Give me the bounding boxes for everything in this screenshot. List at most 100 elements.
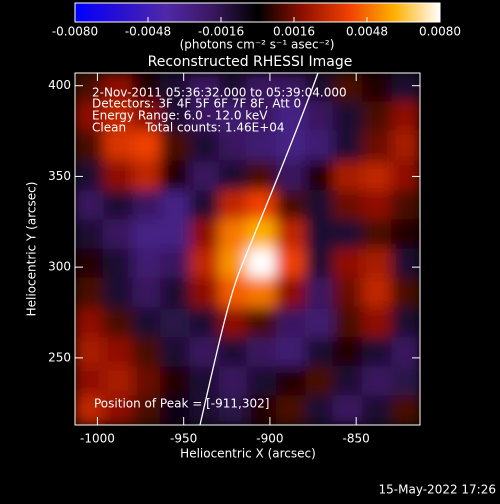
heatmap-cell [275, 161, 306, 192]
heatmap-cell [132, 161, 163, 192]
heatmap-cell [305, 277, 335, 308]
heatmap-cell [332, 337, 363, 368]
colorbar-frame [74, 2, 441, 23]
heatmap-cell [103, 219, 133, 250]
x-tick-label: -1000 [80, 432, 115, 446]
heatmap-cell [332, 277, 363, 308]
colorbar-tick-label: -0.0080 [52, 25, 98, 39]
heatmap-cell [391, 73, 420, 103]
heatmap-cell [103, 73, 133, 103]
heatmap-cell [362, 161, 392, 192]
heatmap-cell [75, 308, 104, 339]
annotation: Energy Range: 6.0 - 12.0 keV [92, 109, 268, 123]
heatmap-cell [391, 366, 420, 397]
heatmap-cell [132, 73, 163, 103]
colorbar-label: (photons cm⁻² s⁻¹ asec⁻²) [180, 38, 335, 52]
heatmap-cell [305, 161, 335, 192]
heatmap-cell [275, 395, 306, 425]
y-axis-label: Heliocentric Y (arcsec) [25, 182, 39, 317]
heatmap-cell [75, 101, 104, 132]
plot-frame [74, 72, 421, 426]
heatmap-cell [275, 277, 306, 308]
heatmap-cell [275, 101, 306, 132]
heatmap-cell [75, 130, 104, 161]
heatmap-cell [275, 190, 306, 221]
heatmap-cell [391, 308, 420, 339]
heatmap-cell [362, 337, 392, 368]
heatmap-cell [160, 219, 190, 250]
heatmap-cell [189, 73, 220, 103]
colorbar-tick-label: -0.0016 [198, 25, 244, 39]
heatmap-cell [218, 101, 249, 132]
y-tick-label: 350 [48, 169, 71, 183]
heatmap-cell [332, 101, 363, 132]
heatmap-cell [362, 101, 392, 132]
heatmap-cell [75, 366, 104, 397]
heatmap-cell [103, 190, 133, 221]
heatmap-cell [218, 277, 249, 308]
heatmap-cell [218, 190, 249, 221]
heatmap-cell [75, 395, 104, 425]
heatmap-cell [246, 219, 277, 250]
heatmap-cell [189, 248, 220, 279]
heatmap-cell [391, 395, 420, 425]
heatmap-cell [362, 366, 392, 397]
colorbar-tick-label: 0.0048 [346, 25, 388, 39]
heatmap-cell [391, 219, 420, 250]
heatmap-cell [75, 248, 104, 279]
chart-title: Reconstructed RHESSI Image [148, 54, 353, 70]
heatmap-cell [75, 277, 104, 308]
heatmap-cell [160, 161, 190, 192]
heatmap-cell [132, 395, 163, 425]
heatmap-cell [246, 130, 277, 161]
y-tick-label: 400 [48, 78, 71, 92]
heatmap-cell [103, 101, 133, 132]
heatmap-cell [132, 190, 163, 221]
annotation: 2-Nov-2011 05:36:32.000 to 05:39:04.000 [92, 86, 347, 100]
x-tick-label: -900 [256, 432, 283, 446]
heatmap-cell [305, 101, 335, 132]
heatmap-cell [246, 73, 277, 103]
heatmap-cell [275, 366, 306, 397]
heatmap-cell [275, 248, 306, 279]
heatmap-cell [362, 190, 392, 221]
heatmap-cell [189, 130, 220, 161]
heatmap-cell [160, 308, 190, 339]
heatmap-cell [391, 277, 420, 308]
heatmap-cell [246, 395, 277, 425]
heatmap-cell [103, 366, 133, 397]
heatmap-cell [189, 161, 220, 192]
heatmap-cell [160, 190, 190, 221]
heatmap-cell [332, 73, 363, 103]
heatmap-cell [132, 277, 163, 308]
heatmap-cell [132, 337, 163, 368]
heatmap-cell [75, 73, 104, 103]
heatmap-cell [246, 308, 277, 339]
heatmap-cell [218, 248, 249, 279]
heatmap-cell [275, 308, 306, 339]
heatmap-cell [160, 73, 190, 103]
heatmap-cell [132, 130, 163, 161]
heatmap-cell [332, 130, 363, 161]
heatmap-cell [362, 130, 392, 161]
x-tick-label: -950 [170, 432, 197, 446]
heatmap-cell [332, 308, 363, 339]
heatmap-cell [75, 190, 104, 221]
heatmap-cell [305, 73, 335, 103]
heatmap-cell [189, 190, 220, 221]
heatmap-cell [218, 366, 249, 397]
heatmap-cell [391, 101, 420, 132]
heatmap-cell [391, 337, 420, 368]
heatmap-cell [246, 190, 277, 221]
heatmap-cell [362, 395, 392, 425]
heatmap-cell [132, 101, 163, 132]
heatmap-cell [246, 248, 277, 279]
heatmap [75, 73, 420, 425]
heatmap-cell [332, 248, 363, 279]
x-tick-label: -850 [343, 432, 370, 446]
heatmap-cell [305, 395, 335, 425]
heatmap-cell [246, 366, 277, 397]
heatmap-cell [103, 248, 133, 279]
heatmap-cell [275, 337, 306, 368]
